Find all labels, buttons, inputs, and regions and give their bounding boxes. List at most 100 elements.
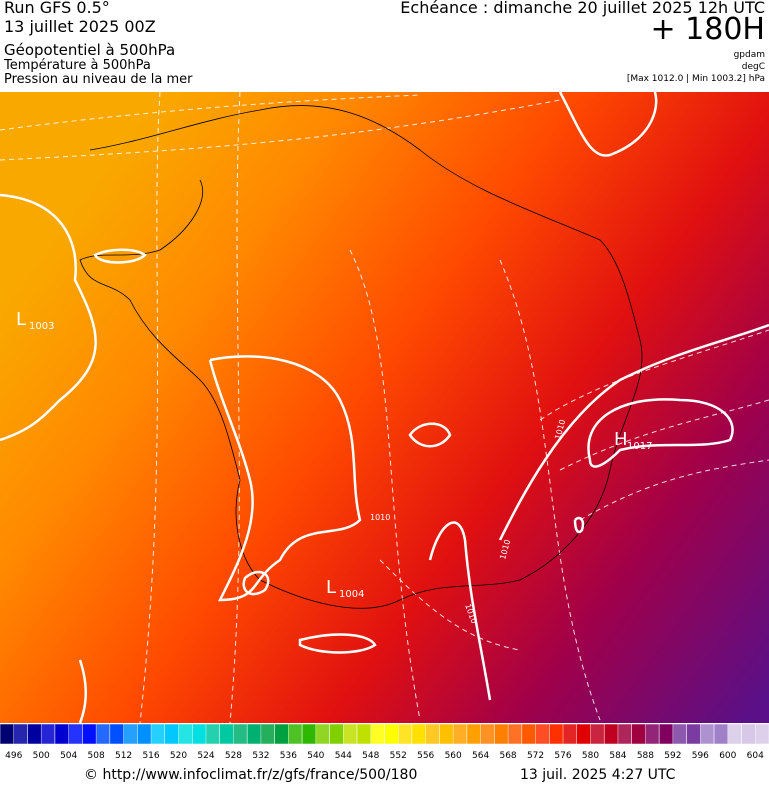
isobar-label: 1010 xyxy=(370,513,390,522)
colorbar-cell xyxy=(343,723,358,745)
valid-time: Echéance : dimanche 20 juillet 2025 12h … xyxy=(400,0,765,17)
colorbar-label: 592 xyxy=(664,751,681,761)
colorbar-label: 596 xyxy=(692,751,709,761)
colorbar-label: 524 xyxy=(197,751,214,761)
colorbar-cell xyxy=(123,723,138,745)
colorbar-label: 600 xyxy=(719,751,736,761)
colorbar-cell xyxy=(205,723,220,745)
colorbar-cell xyxy=(370,723,385,745)
colorbar-label: 508 xyxy=(88,751,105,761)
colorbar-label: 540 xyxy=(307,751,324,761)
range: [Max 1012.0 | Min 1003.2] hPa xyxy=(626,74,765,84)
colorbar-cell xyxy=(109,723,125,745)
colorbar-cell xyxy=(0,723,15,745)
coastline xyxy=(79,105,643,609)
colorbar-cell xyxy=(535,723,550,745)
colorbar-cell xyxy=(411,723,427,745)
colorbar-label: 504 xyxy=(60,751,77,761)
colorbar-cell xyxy=(631,723,647,745)
subtitle: Pression au niveau de la mer xyxy=(4,72,193,87)
colorbar-label: 496 xyxy=(5,751,22,761)
colorbar-label: 552 xyxy=(390,751,407,761)
colorbar-cell xyxy=(233,723,248,745)
subtitle: Température à 500hPa xyxy=(4,58,151,73)
colorbar-cell xyxy=(425,723,440,745)
colorbar-label: 548 xyxy=(362,751,379,761)
colorbar-label: 556 xyxy=(417,751,434,761)
center-letter: L xyxy=(16,309,26,330)
colorbar-cell xyxy=(562,723,578,745)
colorbar-label: 576 xyxy=(554,751,571,761)
colorbar-cell xyxy=(672,723,687,745)
colorbar-cell xyxy=(137,723,152,745)
colorbar-label: 544 xyxy=(335,751,352,761)
unit: degC xyxy=(741,62,765,72)
colorbar-cell xyxy=(741,723,757,745)
colorbar-cell xyxy=(95,723,111,745)
colorbar-cell xyxy=(246,723,262,745)
center-letter: H xyxy=(614,429,628,450)
colorbar-cell xyxy=(452,723,468,745)
colorbar-label: 528 xyxy=(225,751,242,761)
source: © http://www.infoclimat.fr/z/gfs/france/… xyxy=(84,767,418,783)
colorbar-cell xyxy=(617,723,632,745)
colorbar-cell xyxy=(384,723,399,745)
colorbar-cell xyxy=(315,723,330,745)
colorbar-cell xyxy=(260,723,275,745)
colorbar-cell xyxy=(658,723,674,745)
colorbar-label: 568 xyxy=(499,751,516,761)
colorbar-label: 532 xyxy=(252,751,269,761)
colorbar-cell xyxy=(700,723,715,745)
colorbar-label: 572 xyxy=(527,751,544,761)
lead-time: + 180H xyxy=(650,12,766,47)
colorbar-cell xyxy=(68,723,83,745)
colorbar-label: 500 xyxy=(33,751,50,761)
colorbar-cell xyxy=(727,723,742,745)
colorbar-cell xyxy=(397,723,413,745)
colorbar-cell xyxy=(329,723,345,745)
colorbar-cell xyxy=(549,723,564,745)
colorbar-label: 536 xyxy=(280,751,297,761)
colorbar-cell xyxy=(480,723,495,745)
colorbar-cell xyxy=(40,723,56,745)
colorbar-cell xyxy=(590,723,605,745)
colorbar-cell xyxy=(466,723,482,745)
colorbar-cell xyxy=(274,723,290,745)
colorbar-cell xyxy=(192,723,207,745)
colorbar-cell xyxy=(288,723,303,745)
title: Géopotentiel à 500hPa xyxy=(4,41,176,59)
isobars xyxy=(0,91,769,724)
colorbar-cell xyxy=(82,723,97,745)
colorbar-cell xyxy=(603,723,619,745)
colorbar-cell xyxy=(164,723,180,745)
colorbar-cell xyxy=(54,723,70,745)
colorbar: 496 500 504 508 512 516 520 524 528 532 536 540 544 5… xyxy=(0,723,769,761)
colorbar-cell xyxy=(755,723,769,745)
run: Run GFS 0.5° xyxy=(4,0,110,17)
colorbar-label: 560 xyxy=(445,751,462,761)
colorbar-cell xyxy=(576,723,592,745)
colorbar-cell xyxy=(356,723,372,745)
colorbar-label: 516 xyxy=(142,751,159,761)
center-value: 1017 xyxy=(627,441,652,452)
colorbar-label: 564 xyxy=(472,751,489,761)
colorbar-label: 604 xyxy=(747,751,764,761)
colorbar-cell xyxy=(219,723,235,745)
colorbar-cell xyxy=(439,723,454,745)
colorbar-cell xyxy=(645,723,660,745)
colorbar-cell xyxy=(521,723,537,745)
center-value: 1004 xyxy=(339,589,364,600)
colorbar-cell xyxy=(27,723,42,745)
colorbar-label: 512 xyxy=(115,751,132,761)
colorbar-cell xyxy=(301,723,317,745)
colorbar-label: 588 xyxy=(637,751,654,761)
timestamp: 13 juil. 2025 4:27 UTC xyxy=(520,767,676,783)
colorbar-cell xyxy=(494,723,509,745)
center-value: 1003 xyxy=(29,321,54,332)
colorbar-cell xyxy=(150,723,166,745)
colorbar-cell xyxy=(178,723,193,745)
colorbar-label: 520 xyxy=(170,751,187,761)
unit: gpdam xyxy=(733,50,765,60)
